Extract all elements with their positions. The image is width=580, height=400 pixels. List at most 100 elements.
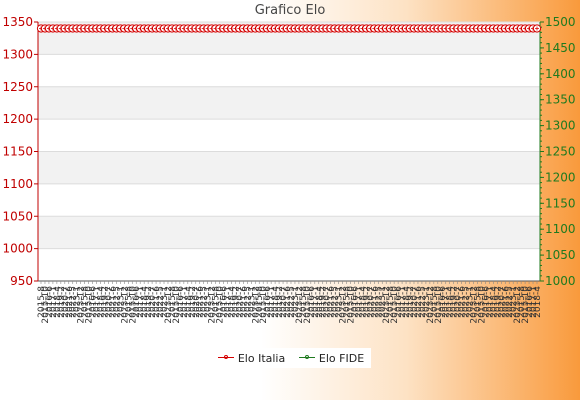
x-tick-label: 2020-7 [410,286,420,318]
y-right-tick-label: 1200 [545,170,576,184]
x-tick-label: 2021-6 [370,286,380,318]
x-tick-label: 2022-5 [69,286,79,318]
x-tick-label: 2023-12 [426,286,436,324]
grid-band [38,151,540,184]
x-tick-label: 2016-6 [132,286,142,318]
x-tick-label: 2021-6 [196,286,206,318]
x-tick-label: 2021-6 [458,286,468,318]
x-tick-label: 2023-12 [208,286,218,324]
x-tick-label: 2016-6 [481,286,491,318]
x-tick-label: 2018-4 [402,286,412,318]
x-tick-label: 2015-8 [168,286,178,318]
x-tick-label: 2020-7 [148,286,158,318]
x-tick-label: 2015-8 [124,286,134,318]
legend-item-elo-italia: Elo Italia [217,351,286,365]
x-tick-label: 2023-1 [335,286,345,318]
x-tick-label: 2015-8 [386,286,396,318]
x-tick-label: 2021-6 [65,286,75,318]
x-tick-label: 2017-1 [485,286,495,318]
legend-label-elo-italia: Elo Italia [237,351,286,365]
x-tick-label: 2019-2 [319,286,329,318]
x-tick-label: 2017-1 [267,286,277,318]
x-tick-label: 2021-6 [501,286,511,318]
x-tick-label: 2016-6 [263,286,273,318]
x-tick-label: 2022-5 [112,286,122,318]
y-left-tick-label: 950 [10,274,33,288]
x-tick-label: 2021-6 [152,286,162,318]
x-tick-label: 2023-12 [77,286,87,324]
x-tick-label: 2017-1 [442,286,452,318]
x-tick-label: 2017-1 [311,286,321,318]
x-tick-label: 2023-12 [470,286,480,324]
y-right-tick-label: 1250 [545,145,576,159]
y-right-tick-label: 1150 [545,196,576,210]
x-tick-label: 2022-5 [156,286,166,318]
x-tick-label: 2023-1 [73,286,83,318]
x-tick-label: 2021-6 [239,286,249,318]
x-tick-label: 2020-7 [323,286,333,318]
y-right-tick-label: 1000 [545,274,576,288]
x-tick-label: 2023-12 [339,286,349,324]
x-tick-label: 2016-6 [220,286,230,318]
x-tick-label: 2022-5 [200,286,210,318]
x-tick-label: 2023-1 [291,286,301,318]
x-tick-label: 2015-8 [299,286,309,318]
x-tick-label: 2015-10 [216,286,226,324]
x-tick-label: 2018-4 [97,286,107,318]
x-tick-label: 2019-2 [493,286,503,318]
x-tick-label: 2018-4 [140,286,150,318]
x-tick-label: 2018-4 [358,286,368,318]
y-right-tick-label: 1350 [545,93,576,107]
x-tick-label: 2022-5 [462,286,472,318]
series-layer [36,24,542,33]
x-tick-label: 2023-1 [204,286,214,318]
y-right-tick-label: 1500 [545,15,576,29]
x-tick-label: 2023-12 [251,286,261,324]
y-left-tick-label: 1250 [2,80,33,94]
x-tick-label: 2019-2 [231,286,241,318]
x-tick-label: 2021-6 [327,286,337,318]
x-tick-label: 2022-5 [287,286,297,318]
x-tick-label: 2019-2 [57,286,67,318]
chart-title: Grafico Elo [254,3,326,18]
x-tick-label: 2022-5 [418,286,428,318]
x-tick-label: 2015-10 [128,286,138,324]
y-left-tick-label: 1350 [2,15,33,29]
legend-swatch-elo-fide-icon [298,353,315,363]
series-marker-elo-italia [535,26,539,31]
x-tick-label: 2015-8 [517,286,527,318]
x-tick-label: 2015-10 [85,286,95,324]
y-right-tick-label: 1050 [545,248,576,262]
x-tick-label: 2015-8 [212,286,222,318]
x-tick-label: 2018-4 [489,286,499,318]
x-tick-label: 2018-4 [53,286,63,318]
y-left-tick-label: 1000 [2,242,33,256]
x-tick-label: 2015-10 [259,286,269,324]
y-left-tick-label: 1050 [2,209,33,223]
x-tick-label: 2017-1 [529,286,539,318]
x-tick-label: 2015-10 [172,286,182,324]
legend-swatch-elo-italia-icon [217,353,234,363]
x-tick-label: 2019-2 [144,286,154,318]
x-tick-label: 2023-12 [120,286,130,324]
x-tick-label: 2023-12 [382,286,392,324]
x-tick-label: 2022-5 [243,286,253,318]
axis-layer: 950 1000 1050 1100 1150 1200 1250 1300 1350 1000 1… [2,15,575,288]
grid-band [38,86,540,120]
x-tick-label: 2016-6 [176,286,186,318]
y-left-tick-label: 1300 [2,47,33,61]
y-right-tick-label: 1400 [545,67,576,81]
x-tick-label: 2021-6 [283,286,293,318]
x-tick-label: 2020-7 [279,286,289,318]
legend-item-elo-fide: Elo FIDE [298,351,365,365]
x-tick-label: 2019-2 [100,286,110,318]
x-tick-label: 2017-1 [49,286,59,318]
x-tick-label: 2017-1 [93,286,103,318]
x-tick-label: 2015-10 [521,286,531,324]
x-tick-label: 2016-6 [45,286,55,318]
legend-label-elo-fide: Elo FIDE [318,351,365,365]
x-tick-label: 2017-1 [354,286,364,318]
x-tick-label: 2015-8 [255,286,265,318]
